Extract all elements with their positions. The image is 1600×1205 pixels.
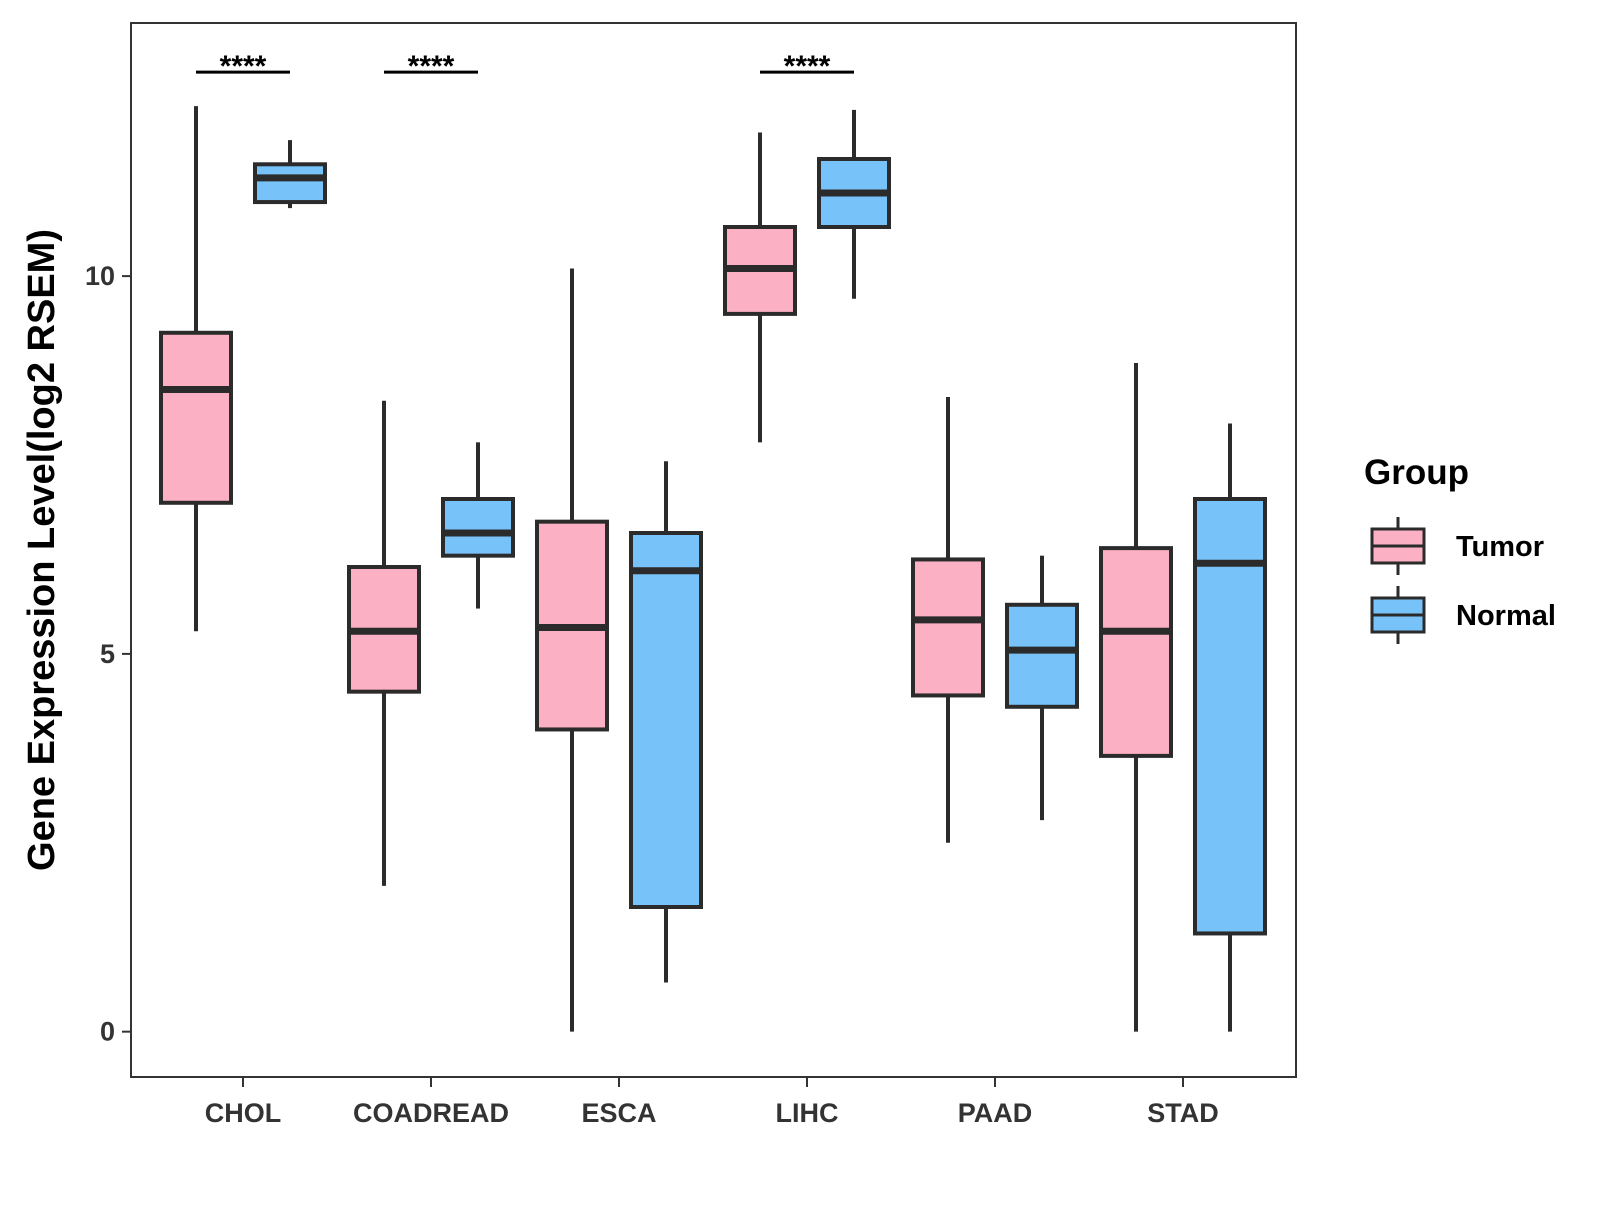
significance-layer: **** **** **** (196, 50, 854, 83)
box-body (1193, 497, 1267, 936)
x-tick-label: COADREAD (353, 1098, 509, 1128)
box-tumor-lihc (723, 132, 797, 443)
legend-label: Normal (1456, 600, 1556, 632)
box-body (629, 531, 703, 909)
significance-chol: **** (196, 50, 290, 83)
y-axis-title: Gene Expression Level(log2 RSEM) (21, 229, 63, 871)
legend: Group Tumor Normal (1364, 453, 1556, 644)
box-normal-stad (1193, 423, 1267, 1032)
box-body (911, 557, 985, 698)
y-tick-label: 10 (85, 261, 115, 291)
box-body (1005, 602, 1079, 709)
box-tumor-coadread (347, 400, 421, 886)
y-tick-label: 5 (100, 639, 115, 669)
plot-panel-border (130, 22, 1297, 1078)
significance-label: **** (784, 50, 831, 83)
box-normal-esca (629, 461, 703, 983)
box-tumor-paad (911, 397, 985, 843)
x-tick-label: PAAD (958, 1098, 1033, 1128)
box-body (441, 497, 515, 558)
x-axis: CHOL COADREAD ESCA LIHC PAAD STAD (205, 1077, 1219, 1128)
x-tick-label: ESCA (581, 1098, 656, 1128)
box-body (159, 330, 233, 505)
significance-label: **** (220, 50, 267, 83)
box-body (1099, 546, 1173, 758)
box-normal-paad (1005, 555, 1079, 821)
legend-title: Group (1364, 453, 1469, 492)
significance-coadread: **** (384, 50, 478, 83)
x-tick-label: LIHC (776, 1098, 839, 1128)
box-tumor-stad (1099, 363, 1173, 1032)
x-tick-label: CHOL (205, 1098, 282, 1128)
legend-item-tumor: Tumor (1370, 517, 1544, 575)
legend-item-normal: Normal (1370, 586, 1556, 644)
x-tick-label: STAD (1147, 1098, 1219, 1128)
box-tumor-chol (159, 106, 233, 632)
significance-label: **** (408, 50, 455, 83)
significance-lihc: **** (760, 50, 854, 83)
box-body (253, 162, 327, 205)
boxes-layer (159, 106, 1267, 1032)
box-normal-lihc (817, 109, 891, 299)
box-normal-chol (253, 140, 327, 209)
box-normal-coadread (441, 442, 515, 609)
y-axis: 0 5 10 (85, 261, 131, 1047)
y-tick-label: 0 (100, 1017, 115, 1047)
legend-label: Tumor (1456, 531, 1544, 563)
box-tumor-esca (535, 268, 609, 1032)
